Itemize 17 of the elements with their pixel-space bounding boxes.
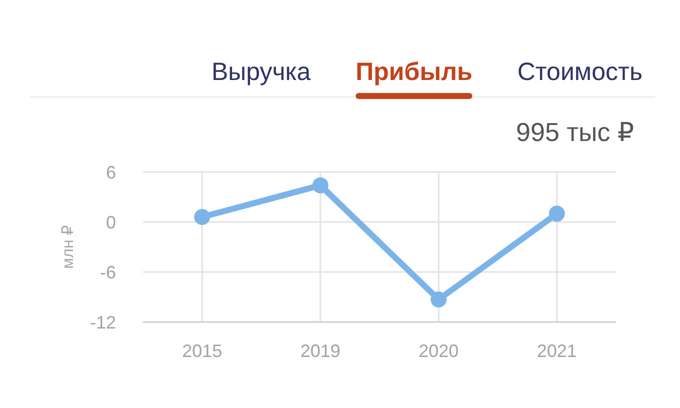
chart-title: Прибыль: [356, 58, 472, 86]
y-tick-label: -6: [100, 262, 116, 282]
y-tick-label: 6: [106, 162, 116, 182]
y-axis-title: млн ₽: [60, 225, 77, 269]
point: [312, 177, 328, 194]
point: [430, 292, 447, 308]
y-tick-label: 0: [106, 212, 116, 232]
y-tick-label: -12: [90, 312, 116, 332]
x-tick-label: 2021: [536, 341, 577, 361]
x-tick-label: 2020: [418, 341, 459, 361]
x-tick-label: 2015: [182, 341, 222, 361]
text: Выручка: [211, 58, 311, 86]
x-tick-label: 2019: [300, 341, 340, 361]
text: Стоимость: [517, 58, 642, 86]
chart-subtitle: 995 тыс ₽: [516, 117, 634, 147]
point: [194, 209, 210, 225]
point: [548, 206, 565, 222]
